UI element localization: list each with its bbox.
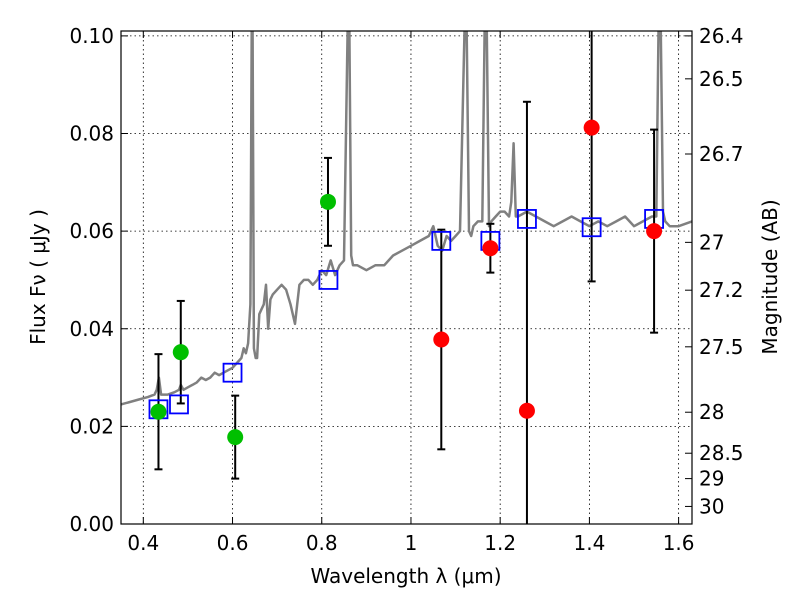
x-tick-label: 1.2 [484, 531, 516, 555]
error-bars [154, 31, 659, 524]
model-synthetic-photometry-point [517, 209, 537, 229]
x-tick-label: 0.8 [306, 531, 338, 555]
model-synthetic-photometry-point [318, 270, 339, 290]
right-tick-label: 28.5 [699, 441, 744, 465]
right-tick-label: 30 [699, 494, 724, 518]
y-tick-label: 0.02 [69, 414, 114, 438]
markers [148, 119, 664, 446]
model-spectrum-line [121, 31, 692, 406]
x-tick-label: 0.6 [217, 531, 249, 555]
y-axis-title: Flux Fν ( μJy ) [26, 209, 50, 345]
y-tick-label: 0.06 [69, 219, 114, 243]
right-tick-label: 26.5 [699, 67, 744, 91]
x-tick-label: 1.6 [663, 531, 695, 555]
y-tick-label: 0.08 [69, 122, 114, 146]
series-layer [121, 31, 692, 406]
right-tick-label: 26.4 [699, 24, 744, 48]
right-tick-label: 28 [699, 400, 724, 424]
hst-optical-photometry-point [227, 429, 244, 446]
plot-frame [120, 30, 693, 525]
right-tick-label: 27.2 [699, 278, 744, 302]
x-tick-label: 1.4 [573, 531, 605, 555]
right-tick-label: 26.7 [699, 142, 744, 166]
hst-nir-photometry-point [518, 402, 535, 419]
x-tick-label: 0.4 [127, 531, 159, 555]
right-tick-label: 29 [699, 467, 724, 491]
model-synthetic-photometry-point [222, 362, 243, 383]
hst-optical-photometry-point [319, 193, 336, 210]
model-synthetic-photometry-point [581, 217, 602, 238]
axis-ticks: 0.4 0.6 0.8 1 1.2 1.4 1.6 0.00 0.02 0.04 0.06 0.08 0… [69, 24, 743, 555]
right-axis-title: Magnitude (AB) [758, 199, 782, 354]
hst-optical-photometry-point [150, 403, 167, 420]
x-tick-label: 1 [405, 531, 418, 555]
hst-nir-photometry-point [583, 119, 600, 136]
right-tick-label: 27 [699, 230, 724, 254]
hst-optical-photometry-point [172, 344, 189, 361]
model-synthetic-photometry-point [169, 394, 189, 415]
hst-nir-photometry-point [433, 331, 450, 348]
model-synthetic-photometry-point [431, 230, 452, 251]
hst-nir-photometry-point [482, 240, 499, 257]
y-tick-label: 0.00 [69, 512, 114, 536]
right-tick-label: 27.5 [699, 335, 744, 359]
hst-nir-photometry-point [646, 223, 663, 240]
y-tick-label: 0.10 [69, 24, 114, 48]
x-axis-title: Wavelength λ (μm) [310, 564, 501, 588]
y-tick-label: 0.04 [69, 317, 114, 341]
grid-lines [121, 31, 692, 524]
